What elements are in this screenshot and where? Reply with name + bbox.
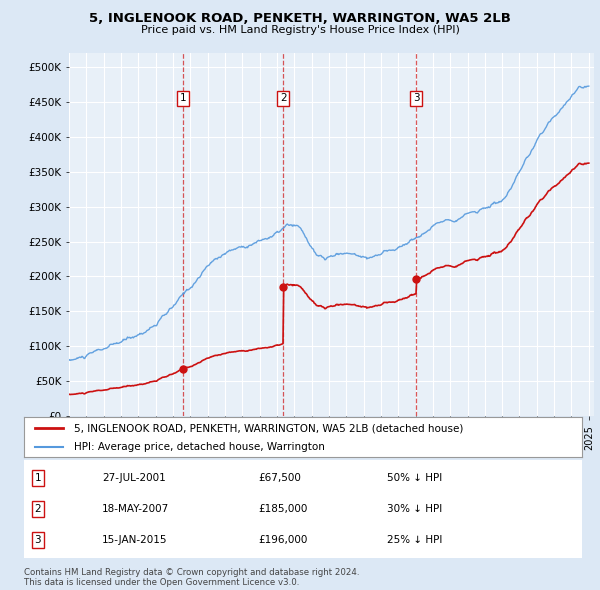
Text: 1: 1 bbox=[179, 93, 186, 103]
Text: 15-JAN-2015: 15-JAN-2015 bbox=[102, 535, 167, 545]
Text: 18-MAY-2007: 18-MAY-2007 bbox=[102, 504, 169, 514]
Text: 2: 2 bbox=[280, 93, 287, 103]
Text: 30% ↓ HPI: 30% ↓ HPI bbox=[387, 504, 442, 514]
Text: 5, INGLENOOK ROAD, PENKETH, WARRINGTON, WA5 2LB (detached house): 5, INGLENOOK ROAD, PENKETH, WARRINGTON, … bbox=[74, 424, 464, 434]
Text: 27-JUL-2001: 27-JUL-2001 bbox=[102, 473, 166, 483]
Text: Contains HM Land Registry data © Crown copyright and database right 2024.: Contains HM Land Registry data © Crown c… bbox=[24, 568, 359, 576]
Text: 50% ↓ HPI: 50% ↓ HPI bbox=[387, 473, 442, 483]
Text: £185,000: £185,000 bbox=[259, 504, 308, 514]
Text: £196,000: £196,000 bbox=[259, 535, 308, 545]
Text: Price paid vs. HM Land Registry's House Price Index (HPI): Price paid vs. HM Land Registry's House … bbox=[140, 25, 460, 35]
Text: HPI: Average price, detached house, Warrington: HPI: Average price, detached house, Warr… bbox=[74, 442, 325, 452]
Text: 3: 3 bbox=[35, 535, 41, 545]
Text: 2: 2 bbox=[35, 504, 41, 514]
Text: 3: 3 bbox=[413, 93, 419, 103]
Text: 1: 1 bbox=[35, 473, 41, 483]
Text: £67,500: £67,500 bbox=[259, 473, 301, 483]
Text: 25% ↓ HPI: 25% ↓ HPI bbox=[387, 535, 442, 545]
Text: 5, INGLENOOK ROAD, PENKETH, WARRINGTON, WA5 2LB: 5, INGLENOOK ROAD, PENKETH, WARRINGTON, … bbox=[89, 12, 511, 25]
Text: This data is licensed under the Open Government Licence v3.0.: This data is licensed under the Open Gov… bbox=[24, 578, 299, 587]
